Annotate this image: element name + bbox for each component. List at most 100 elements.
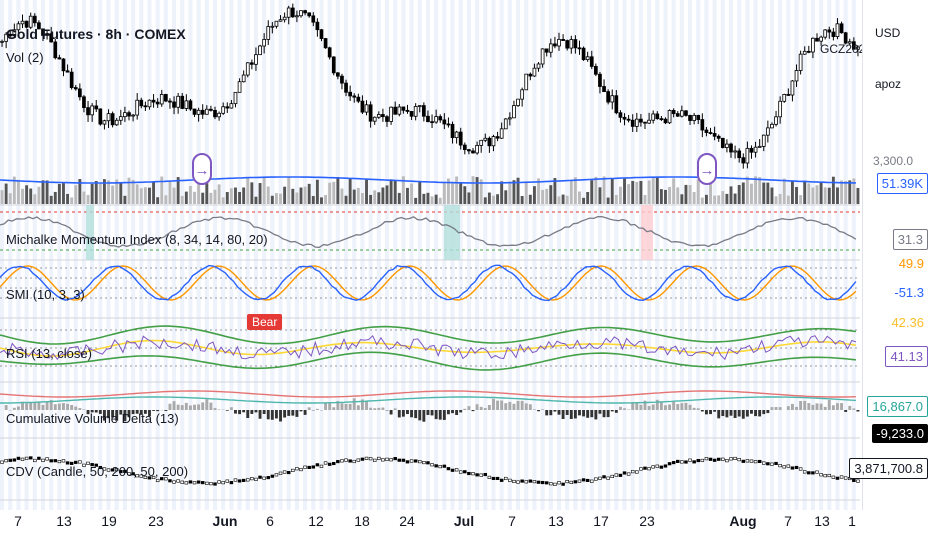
candle-body — [508, 117, 512, 120]
cdv-candle — [258, 475, 262, 479]
date-label: 24 — [399, 513, 415, 529]
cdv-candle — [639, 467, 643, 471]
michalke-value-tag: 31.3 — [892, 229, 928, 250]
cvd-bar — [553, 410, 557, 412]
candle-body — [471, 150, 475, 154]
cdv-candle — [827, 473, 832, 478]
candle-body — [405, 109, 410, 112]
volume-bar — [623, 178, 626, 204]
cvd-bar — [463, 408, 467, 410]
cdv-candle — [741, 459, 746, 463]
volume-label[interactable]: Vol (2) — [6, 50, 44, 65]
cdv-candle — [397, 458, 402, 462]
cvd-bar — [57, 403, 61, 410]
cvd-bar — [815, 403, 819, 410]
cdv-candle — [794, 465, 799, 470]
cvd-bar — [442, 410, 446, 420]
cvd-bar — [541, 409, 545, 410]
candle-body — [802, 50, 807, 55]
cvd-bar — [49, 400, 53, 410]
rsi-value-tag: 41.13 — [885, 346, 928, 367]
cdv-candle — [368, 457, 373, 461]
volume-bar — [594, 176, 598, 204]
cdv-candle — [205, 481, 209, 485]
cdv-candle — [127, 472, 131, 476]
candle-body — [684, 110, 688, 116]
cvd-bar — [279, 410, 282, 422]
volume-bar — [344, 195, 348, 204]
cdv-candle — [561, 482, 565, 486]
rsi-label[interactable]: RSI (13, close) — [6, 346, 92, 361]
volume-bar — [745, 176, 749, 204]
candle-body — [155, 101, 160, 105]
cvd-bar — [483, 408, 487, 410]
volume-bar — [197, 181, 201, 204]
cvd-bar — [242, 410, 246, 413]
candle-body — [626, 118, 631, 121]
background-stripe — [262, 0, 267, 510]
cvd-bar — [393, 408, 397, 410]
cdv-candle — [745, 459, 750, 463]
michalke-label[interactable]: Michalke Momentum Index (8, 34, 14, 80, … — [6, 232, 268, 247]
event-marker-1[interactable]: → — [192, 153, 212, 185]
cvd-bar — [745, 410, 749, 417]
cdv-candle — [147, 476, 152, 480]
symbol-title[interactable]: Gold Futures · 8h · COMEX — [6, 26, 186, 42]
cvd-bar — [414, 410, 418, 419]
candle-body — [241, 74, 246, 83]
cvd-bar — [807, 403, 811, 410]
volume-bar — [258, 183, 262, 204]
background-stripe — [704, 0, 709, 510]
cdv-candle — [798, 467, 803, 471]
volume-bar — [66, 193, 70, 204]
cdv-label[interactable]: CDV (Candle, 50, 200, 50, 200) — [6, 464, 189, 479]
volume-bar — [406, 187, 409, 204]
cdv-candle — [749, 459, 754, 463]
cvd-value-tag: 16,867.0 — [867, 396, 928, 417]
cvd-bar — [762, 410, 766, 415]
background-stripe — [204, 0, 209, 510]
volume-bar — [492, 195, 495, 204]
cdv-candle — [131, 472, 135, 476]
volume-bar — [62, 183, 65, 204]
volume-bar — [295, 192, 299, 204]
cvd-bar — [422, 410, 426, 422]
cdv-candle — [20, 457, 25, 461]
cdv-candle — [151, 475, 156, 480]
cvd-bar — [324, 402, 328, 410]
candle-body — [594, 66, 598, 75]
candle-body — [356, 96, 361, 102]
date-label: 13 — [548, 513, 564, 529]
volume-bar — [78, 179, 82, 204]
cvd-label[interactable]: Cumulative Volume Delta (13) — [6, 411, 179, 426]
cdv-candle — [590, 479, 594, 483]
background-stripe — [761, 0, 766, 510]
cvd-bar — [569, 410, 573, 419]
chart-canvas[interactable] — [0, 0, 862, 510]
candle-body — [700, 119, 705, 131]
cvd-bar — [709, 410, 712, 415]
time-axis[interactable] — [0, 510, 862, 550]
cvd-bar — [98, 410, 102, 414]
candle-body — [327, 47, 332, 58]
volume-bar — [639, 180, 643, 204]
cdv-candle — [270, 474, 275, 478]
event-marker-2[interactable]: → — [697, 153, 717, 185]
cdv-candle — [49, 459, 53, 463]
cvd-bar — [545, 410, 549, 416]
smi-label[interactable]: SMI (10, 3, 3) — [6, 287, 85, 302]
volume-bar — [336, 177, 340, 204]
volume-bar — [471, 176, 475, 204]
volume-bar — [8, 193, 12, 204]
cdv-candle — [544, 481, 549, 485]
volume-bar — [119, 182, 123, 204]
candle-body — [442, 119, 447, 125]
volume-bar — [586, 191, 590, 204]
cdv-candle — [532, 480, 537, 484]
cdv-candle — [286, 470, 291, 475]
cvd-bar — [713, 410, 717, 412]
cdv-candle — [364, 456, 369, 460]
cvd-bar — [717, 410, 721, 419]
cdv-candle — [696, 459, 700, 463]
cdv-candle — [807, 471, 811, 475]
